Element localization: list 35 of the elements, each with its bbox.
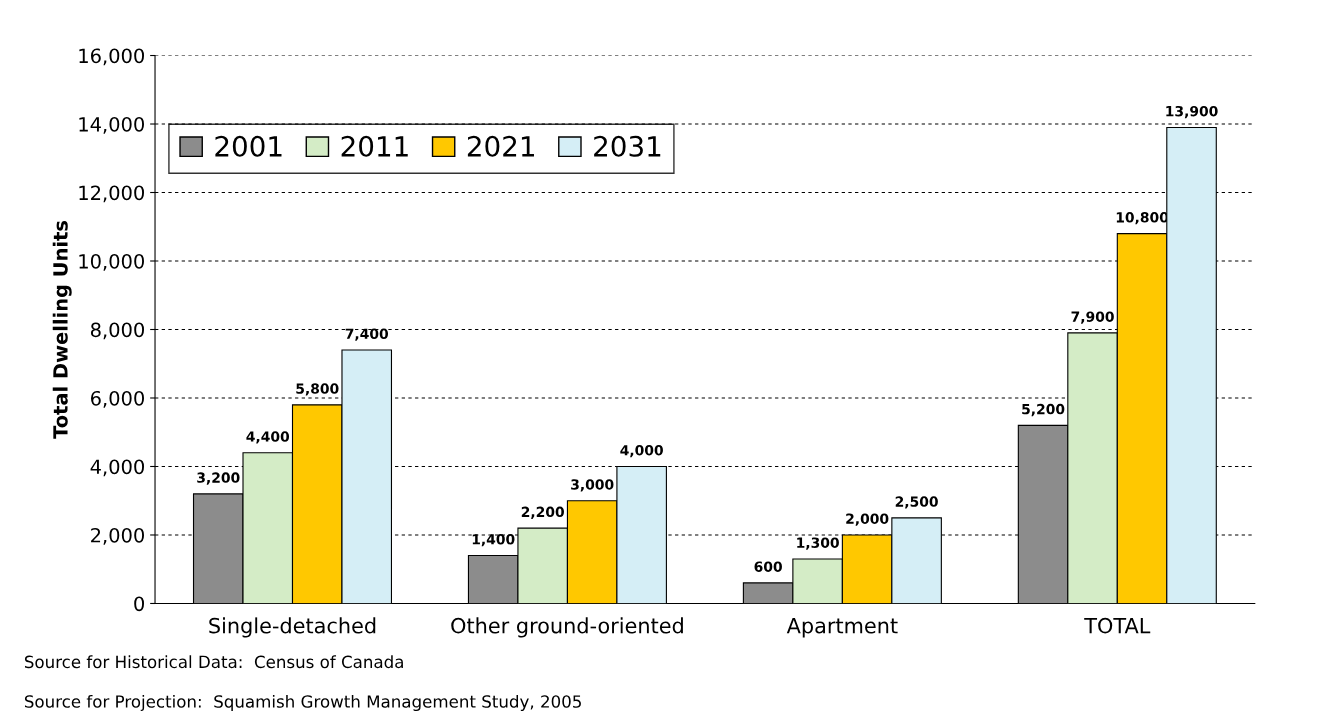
data-label: 2,200 [521,506,564,519]
data-label: 2,000 [846,513,889,526]
legend-label: 2021 [467,135,534,157]
y-tick-label: 0 [134,596,145,612]
y-axis-title: Total Dwelling Units [52,220,72,439]
data-label: 4,000 [620,444,663,458]
data-label: 600 [754,561,782,572]
x-tick-label: Single-detached [209,617,376,638]
y-tick-label: 6,000 [91,390,145,408]
y-tick-label: 8,000 [90,322,145,340]
y-tick-label: 16,000 [79,48,145,66]
x-tick-label: Other ground-oriented [451,617,683,638]
legend-label: 2031 [594,135,661,157]
legend-label: 2011 [341,135,408,157]
data-label: 7,400 [345,328,389,341]
data-label: 5,200 [1022,403,1065,417]
source-note: Source for Projection: Squamish Growth Management Study, 2005 [24,694,581,712]
data-label: 1,300 [797,537,839,550]
x-tick-label: TOTAL [1084,617,1151,634]
data-label: 2,500 [895,496,938,509]
y-tick-label: 12,000 [79,185,145,203]
data-label: 7,900 [1071,311,1114,324]
data-label: 3,200 [197,472,240,485]
data-label: 5,800 [296,383,339,396]
data-label: 3,000 [571,479,614,492]
x-tick-label: Apartment [786,618,898,638]
data-label: 13,900 [1166,105,1218,119]
y-tick-label: 2,000 [91,527,145,545]
legend-label: 2001 [215,135,282,157]
data-label: 4,400 [246,431,290,444]
data-label: 1,400 [472,534,515,547]
source-note: Source for Historical Data: Census of Canada [24,655,403,669]
y-tick-label: 14,000 [79,116,145,134]
y-tick-label: 4,000 [90,459,145,477]
y-tick-label: 10,000 [79,253,145,271]
